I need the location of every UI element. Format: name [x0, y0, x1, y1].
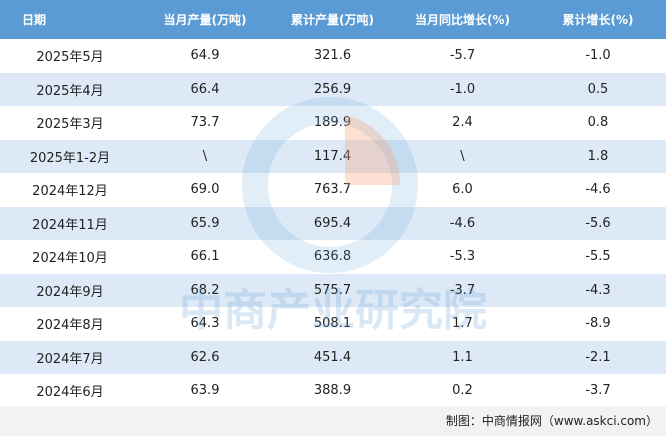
table-cell: 2024年12月: [32, 184, 108, 200]
table-cell: 2025年5月: [36, 50, 104, 66]
table-cell: 0.5: [530, 72, 666, 106]
table-cell: 73.7: [190, 115, 220, 131]
table-cell: 68.2: [140, 273, 270, 307]
data-table: 日期 当月产量(万吨) 累计产量(万吨) 当月同比增长(%) 累计增长(%) 2025年…: [0, 0, 666, 408]
table-cell: 64.3: [190, 316, 220, 332]
table-cell: 1.8: [530, 139, 666, 173]
table-cell: 2025年1-2月: [0, 139, 140, 173]
table-cell: \: [395, 139, 530, 173]
table-cell: 508.1: [313, 316, 352, 332]
table-cell: 0.8: [587, 115, 609, 131]
table-row: 2024年12月 69.0 763.7 6.0 -4.6: [0, 173, 666, 207]
table-cell: 2024年10月: [32, 251, 108, 267]
table-cell: 451.4: [270, 340, 395, 374]
header-cell: 累计增长(%): [530, 0, 666, 39]
table-cell: 66.4: [140, 72, 270, 106]
table-body: 2025年5月 64.9 321.6 -5.7 -1.0 2025年4月 66.4 256.9…: [0, 39, 666, 408]
table-cell: -3.7: [585, 383, 611, 399]
table-cell: 63.9: [190, 383, 220, 399]
table-cell: 6.0: [452, 182, 473, 198]
table-row: 2024年11月 65.9 695.4 -4.6 -5.6: [0, 206, 666, 240]
header-cell: 当月产量(万吨): [140, 0, 270, 39]
table-cell: 2025年4月: [0, 72, 140, 106]
table-row: 2024年6月 63.9 388.9 0.2 -3.7: [0, 374, 666, 408]
table-row: 2024年7月 62.6 451.4 1.1 -2.1: [0, 340, 666, 374]
table-cell: 189.9: [313, 115, 352, 131]
table-row: 2024年8月 64.3 508.1 1.7 -8.9: [0, 307, 666, 341]
table-cell: 66.1: [190, 249, 220, 265]
table-row: 2024年10月 66.1 636.8 -5.3 -5.5: [0, 240, 666, 274]
table-cell: 1.1: [395, 340, 530, 374]
table-cell: -1.0: [585, 48, 611, 64]
table-cell: 636.8: [313, 249, 352, 265]
table-cell: 64.9: [190, 48, 220, 64]
table-cell: -2.1: [530, 340, 666, 374]
table-cell: 695.4: [270, 206, 395, 240]
table-cell: -4.6: [585, 182, 611, 198]
table-row: 2025年3月 73.7 189.9 2.4 0.8: [0, 106, 666, 140]
table-cell: 65.9: [140, 206, 270, 240]
table-cell: 117.4: [270, 139, 395, 173]
header-cell: 累计产量(万吨): [270, 0, 395, 39]
table-cell: 2.4: [452, 115, 473, 131]
table-row: 2025年5月 64.9 321.6 -5.7 -1.0: [0, 39, 666, 73]
table-cell: 0.2: [452, 383, 473, 399]
table-cell: -8.9: [585, 316, 611, 332]
table-cell: 575.7: [270, 273, 395, 307]
table-cell: 763.7: [313, 182, 352, 198]
footer: 制图：中商情报网（www.askci.com）: [0, 406, 666, 436]
table-cell: -4.3: [530, 273, 666, 307]
table-cell: -5.3: [449, 249, 476, 265]
table-cell: 2024年9月: [0, 273, 140, 307]
table-cell: 2025年3月: [36, 117, 104, 133]
table-cell: -5.5: [585, 249, 611, 265]
header-cell: 日期: [0, 0, 140, 39]
table-cell: -1.0: [395, 72, 530, 106]
table-row: 2025年4月 66.4 256.9 -1.0 0.5: [0, 72, 666, 106]
table-cell: \: [140, 139, 270, 173]
header-cell: 当月同比增长(%): [395, 0, 530, 39]
table-cell: -4.6: [395, 206, 530, 240]
table-row: 2025年1-2月 \ 117.4 \ 1.8: [0, 139, 666, 173]
table-row: 2024年9月 68.2 575.7 -3.7 -4.3: [0, 273, 666, 307]
table-cell: 321.6: [313, 48, 352, 64]
table-cell: -3.7: [395, 273, 530, 307]
header-row: 日期 当月产量(万吨) 累计产量(万吨) 当月同比增长(%) 累计增长(%): [0, 0, 666, 39]
table-cell: 2024年8月: [36, 318, 104, 334]
table-cell: 2024年11月: [0, 206, 140, 240]
table-cell: 69.0: [190, 182, 220, 198]
table-cell: 1.7: [452, 316, 473, 332]
table-cell: 388.9: [313, 383, 352, 399]
table-cell: 256.9: [270, 72, 395, 106]
table-cell: -5.7: [449, 48, 476, 64]
table-cell: 2024年7月: [0, 340, 140, 374]
table-cell: -5.6: [530, 206, 666, 240]
table-cell: 62.6: [140, 340, 270, 374]
table-cell: 2024年6月: [36, 385, 104, 401]
